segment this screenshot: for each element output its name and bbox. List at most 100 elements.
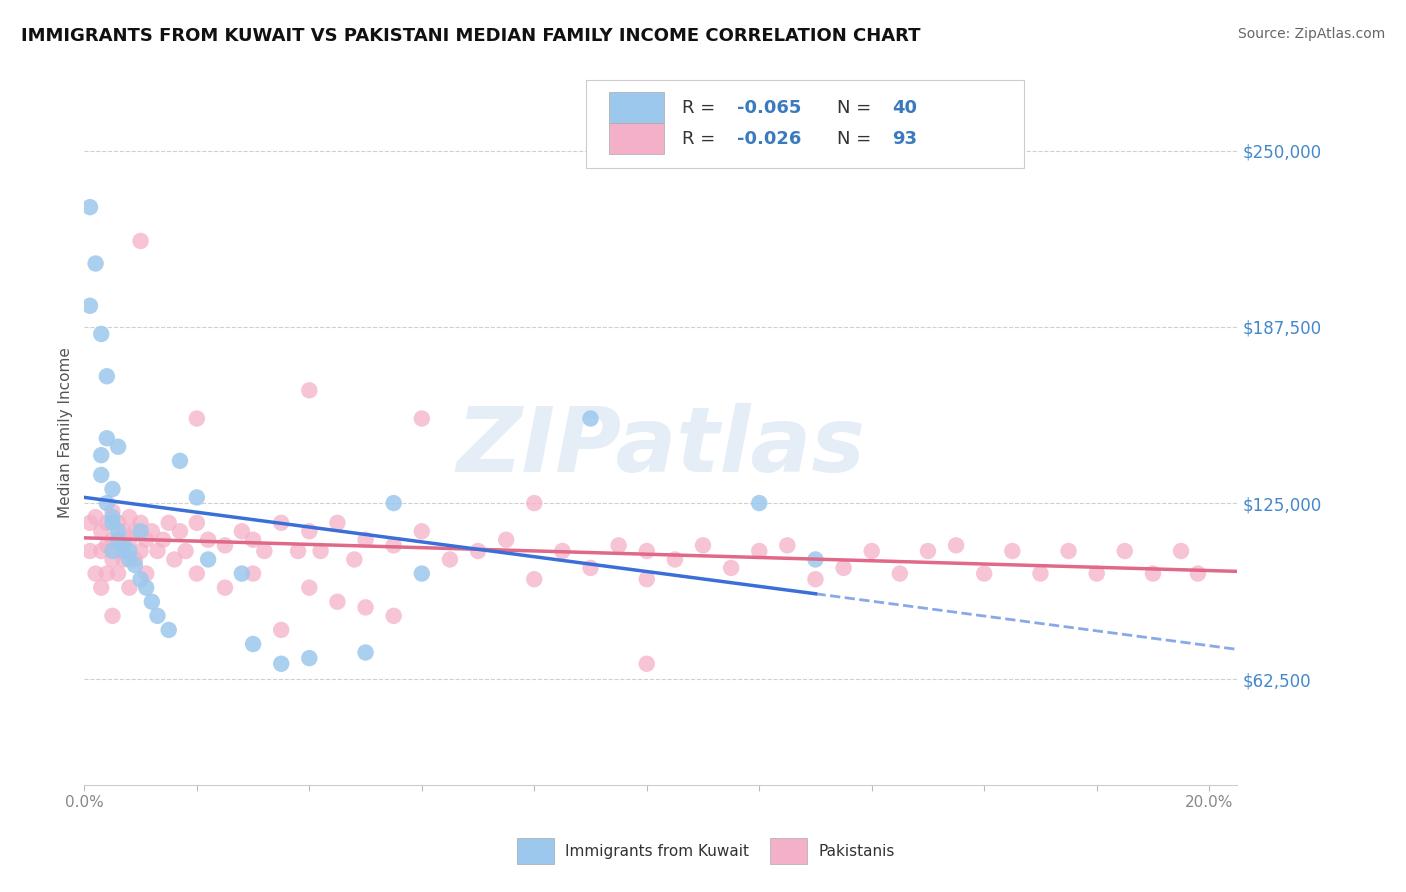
- Point: [382, 608, 405, 623]
- Point: [242, 637, 264, 651]
- Point: [579, 561, 602, 575]
- Point: [636, 544, 658, 558]
- Point: [231, 524, 253, 539]
- Point: [214, 581, 236, 595]
- Point: [129, 234, 152, 248]
- Point: [157, 516, 180, 530]
- Point: [354, 533, 377, 547]
- Point: [152, 533, 174, 547]
- Point: [101, 504, 124, 518]
- Text: -0.026: -0.026: [737, 129, 801, 148]
- Point: [270, 657, 292, 671]
- FancyBboxPatch shape: [609, 123, 664, 154]
- Point: [96, 516, 118, 530]
- Point: [146, 544, 169, 558]
- Point: [101, 533, 124, 547]
- Point: [382, 538, 405, 552]
- Point: [141, 524, 163, 539]
- Point: [1001, 544, 1024, 558]
- Text: R =: R =: [682, 129, 720, 148]
- Point: [242, 566, 264, 581]
- Point: [253, 544, 276, 558]
- Point: [197, 533, 219, 547]
- Point: [129, 524, 152, 539]
- Point: [118, 533, 141, 547]
- Text: Source: ZipAtlas.com: Source: ZipAtlas.com: [1237, 27, 1385, 41]
- Point: [79, 200, 101, 214]
- Point: [135, 581, 157, 595]
- Point: [411, 524, 433, 539]
- Point: [748, 496, 770, 510]
- Point: [1085, 566, 1108, 581]
- Point: [90, 448, 112, 462]
- Point: [231, 566, 253, 581]
- Text: N =: N =: [837, 129, 877, 148]
- Point: [84, 256, 107, 270]
- Text: Pakistanis: Pakistanis: [818, 845, 894, 859]
- Point: [1142, 566, 1164, 581]
- Point: [973, 566, 995, 581]
- Point: [174, 544, 197, 558]
- Point: [112, 524, 135, 539]
- Point: [748, 544, 770, 558]
- Point: [354, 600, 377, 615]
- Point: [214, 538, 236, 552]
- Point: [79, 299, 101, 313]
- Point: [270, 623, 292, 637]
- Point: [495, 533, 517, 547]
- Point: [326, 516, 349, 530]
- Point: [804, 572, 827, 586]
- Point: [84, 566, 107, 581]
- Point: [411, 411, 433, 425]
- Point: [439, 552, 461, 566]
- Point: [90, 581, 112, 595]
- Point: [1029, 566, 1052, 581]
- Y-axis label: Median Family Income: Median Family Income: [58, 347, 73, 518]
- Point: [270, 516, 292, 530]
- Point: [90, 467, 112, 482]
- Point: [112, 538, 135, 552]
- FancyBboxPatch shape: [586, 80, 1024, 169]
- Point: [135, 533, 157, 547]
- Point: [523, 496, 546, 510]
- Point: [124, 524, 146, 539]
- Point: [692, 538, 714, 552]
- Point: [776, 538, 799, 552]
- Point: [186, 516, 208, 530]
- Point: [112, 552, 135, 566]
- Point: [101, 510, 124, 524]
- Point: [1170, 544, 1192, 558]
- Point: [101, 544, 124, 558]
- Point: [343, 552, 366, 566]
- Point: [804, 552, 827, 566]
- Point: [1114, 544, 1136, 558]
- Point: [242, 533, 264, 547]
- Point: [917, 544, 939, 558]
- Point: [169, 524, 191, 539]
- Point: [107, 544, 129, 558]
- Point: [101, 552, 124, 566]
- Point: [129, 516, 152, 530]
- Point: [90, 544, 112, 558]
- Point: [107, 533, 129, 547]
- Point: [146, 608, 169, 623]
- Point: [118, 552, 141, 566]
- Point: [326, 595, 349, 609]
- Point: [889, 566, 911, 581]
- Point: [118, 581, 141, 595]
- Point: [411, 566, 433, 581]
- Point: [79, 516, 101, 530]
- Point: [124, 558, 146, 573]
- Point: [118, 510, 141, 524]
- Point: [135, 566, 157, 581]
- Point: [1057, 544, 1080, 558]
- Point: [523, 572, 546, 586]
- Point: [107, 566, 129, 581]
- Point: [107, 440, 129, 454]
- Text: 93: 93: [893, 129, 918, 148]
- Point: [129, 572, 152, 586]
- Point: [118, 544, 141, 558]
- Point: [169, 454, 191, 468]
- Text: R =: R =: [682, 99, 720, 117]
- Point: [90, 326, 112, 341]
